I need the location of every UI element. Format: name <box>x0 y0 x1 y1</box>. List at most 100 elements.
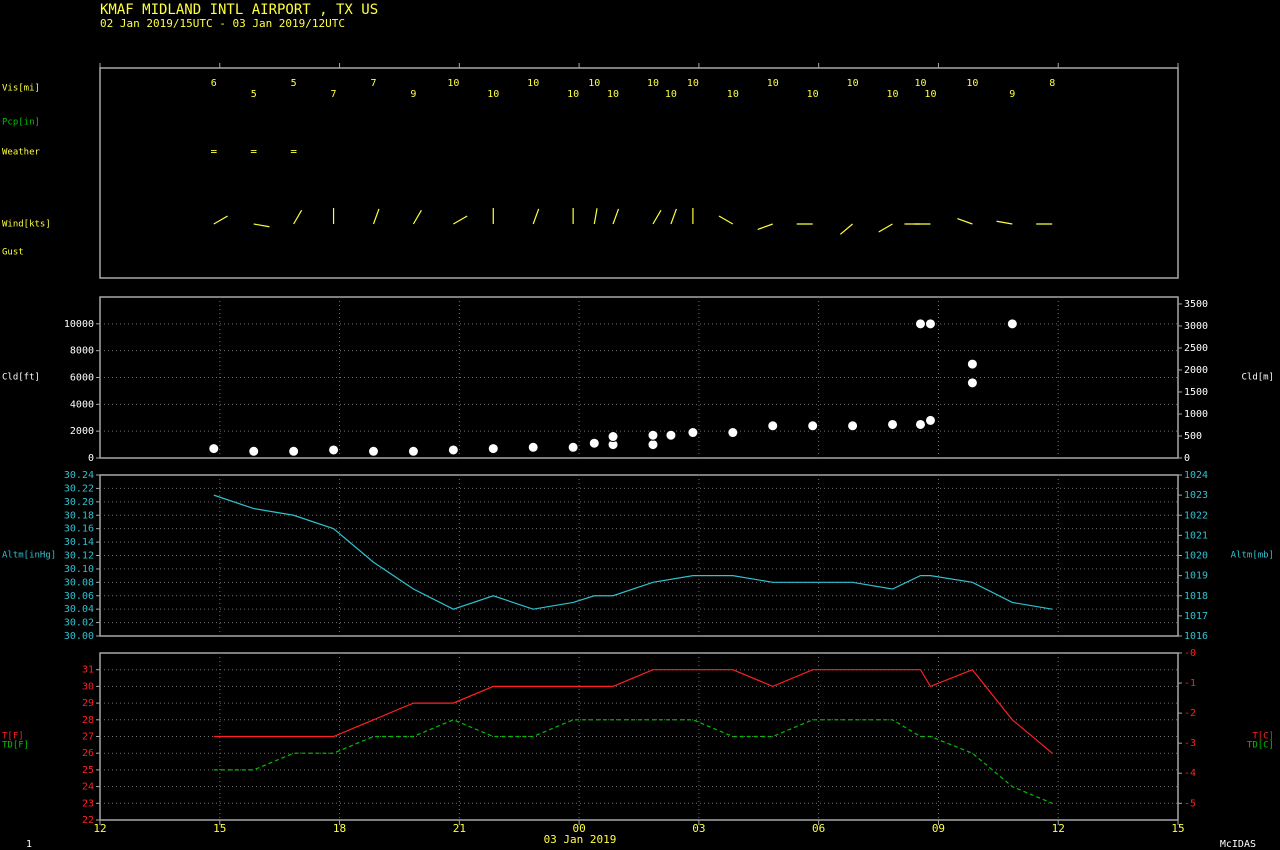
wind-barb <box>839 223 853 235</box>
weather-symbol: = <box>250 145 257 158</box>
cloud-point <box>665 429 677 441</box>
weather-symbol: = <box>290 145 297 158</box>
visibility-label: 5 <box>251 89 257 100</box>
cloud-point <box>567 441 579 453</box>
wind-barb <box>372 208 380 225</box>
row-label: Weather <box>2 148 41 158</box>
y2-tick-label: 500 <box>1184 431 1202 442</box>
wind-barb <box>532 208 540 225</box>
cloud-point <box>924 414 936 426</box>
visibility-label: 10 <box>807 89 819 100</box>
visibility-label: 8 <box>1049 78 1055 89</box>
y2-tick-label: 1024 <box>1184 470 1208 481</box>
cloud-point <box>687 427 699 439</box>
row-label: Pcp[in] <box>2 118 40 128</box>
y-tick-label: 2000 <box>70 426 94 437</box>
visibility-label: 10 <box>665 89 677 100</box>
y-tick-label: 30.16 <box>64 524 94 535</box>
subtitle: 02 Jan 2019/15UTC - 03 Jan 2019/12UTC <box>100 17 345 30</box>
cloud-point <box>924 318 936 330</box>
visibility-label: 5 <box>291 78 297 89</box>
y2-tick-label: -0 <box>1184 648 1196 659</box>
y2-tick-label: 1023 <box>1184 490 1208 501</box>
y-tick-label: 24 <box>82 782 94 793</box>
visibility-label: 10 <box>647 78 659 89</box>
data-line <box>213 668 1053 754</box>
y-tick-label: 30 <box>82 681 94 692</box>
y2-tick-label: 2500 <box>1184 343 1208 354</box>
x-tick-label: 09 <box>932 822 945 835</box>
footer-left: 1 <box>26 839 32 850</box>
y2-tick-label: 1022 <box>1184 510 1208 521</box>
cloud-point <box>248 445 260 457</box>
y-tick-label: 30.20 <box>64 497 94 508</box>
cloud-point <box>447 444 459 456</box>
x-axis-label: 03 Jan 2019 <box>544 833 617 846</box>
data-line <box>213 494 1053 610</box>
cloud-point <box>647 429 659 441</box>
cloud-point <box>847 420 859 432</box>
y-tick-label: 30.08 <box>64 577 94 588</box>
y-tick-label: 30.06 <box>64 591 94 602</box>
y-axis-label: Cld[ft] <box>2 373 40 383</box>
visibility-label: 10 <box>847 78 859 89</box>
y2-tick-label: 1017 <box>1184 611 1208 622</box>
y-tick-label: 30.02 <box>64 618 94 629</box>
legend-entry: T[F] <box>2 732 24 742</box>
station-panel <box>99 67 1179 279</box>
visibility-label: 10 <box>447 78 459 89</box>
footer-right: McIDAS <box>1220 839 1256 850</box>
visibility-label: 9 <box>1009 89 1015 100</box>
x-tick-label: 21 <box>453 822 466 835</box>
y-tick-label: 23 <box>82 798 94 809</box>
row-label: Wind[kts] <box>2 220 51 230</box>
y-tick-label: 29 <box>82 698 94 709</box>
y2-tick-label: -2 <box>1184 708 1196 719</box>
y-axis-label: Altm[inHg] <box>2 551 56 561</box>
y2-tick-label: 3000 <box>1184 321 1208 332</box>
visibility-label: 10 <box>567 89 579 100</box>
y-tick-label: 26 <box>82 748 94 759</box>
visibility-label: 10 <box>588 78 600 89</box>
y-tick-label: 30.00 <box>64 631 94 642</box>
wind-barb <box>412 209 422 225</box>
cloud-point <box>367 445 379 457</box>
y-tick-label: 30.22 <box>64 483 94 494</box>
title: KMAF MIDLAND INTL AIRPORT , TX US <box>100 2 378 18</box>
cloud-point <box>914 418 926 430</box>
y2-tick-label: 2000 <box>1184 365 1208 376</box>
y-tick-label: 10000 <box>64 319 94 330</box>
visibility-label: 10 <box>487 89 499 100</box>
y-tick-label: 22 <box>82 815 94 826</box>
y2-axis-label: Altm[mb] <box>1231 551 1274 561</box>
cloud-point <box>607 431 619 443</box>
wind-barb <box>670 208 677 225</box>
wind-barb <box>878 223 893 233</box>
visibility-label: 7 <box>370 78 376 89</box>
y2-axis-label: TD[C] <box>1247 741 1274 751</box>
y-tick-label: 30.24 <box>64 470 94 481</box>
legend-entry: TD[F] <box>2 741 29 751</box>
wind-barb <box>996 220 1013 225</box>
x-tick-label: 03 <box>692 822 705 835</box>
y-tick-label: 25 <box>82 765 94 776</box>
visibility-label: 10 <box>527 78 539 89</box>
visibility-label: 9 <box>410 89 416 100</box>
x-tick-label: 06 <box>812 822 825 835</box>
x-tick-label: 12 <box>1052 822 1065 835</box>
y-tick-label: 27 <box>82 732 94 743</box>
cloud-point <box>1006 318 1018 330</box>
wind-barb <box>213 215 228 225</box>
cloud-point <box>887 418 899 430</box>
visibility-label: 10 <box>924 89 936 100</box>
y2-tick-label: 3500 <box>1184 299 1208 310</box>
x-tick-label: 12 <box>93 822 106 835</box>
x-tick-label: 00 <box>572 822 585 835</box>
visibility-label: 10 <box>687 78 699 89</box>
y-tick-label: 6000 <box>70 373 94 384</box>
wind-barb <box>718 215 734 225</box>
y-tick-label: 8000 <box>70 346 94 357</box>
y2-tick-label: 1021 <box>1184 530 1208 541</box>
y2-tick-label: -3 <box>1184 738 1196 749</box>
